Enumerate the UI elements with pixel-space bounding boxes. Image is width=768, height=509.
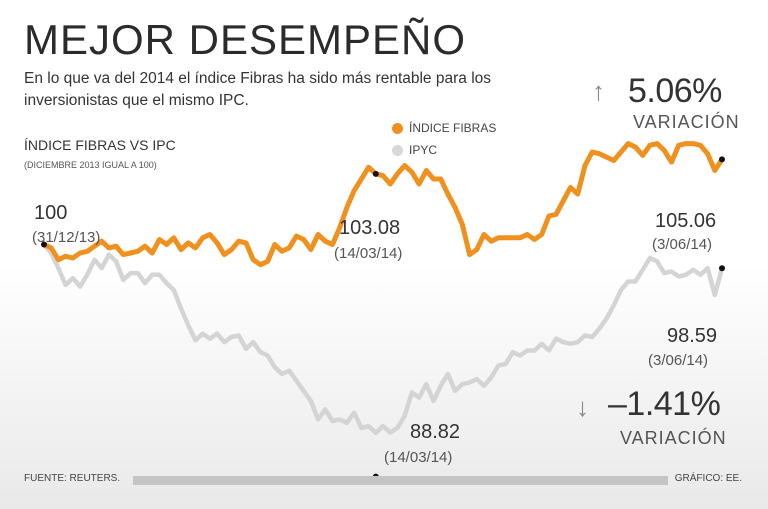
legend-swatch-ipyc: [392, 144, 403, 156]
start-value-label: 100: [34, 202, 68, 224]
chart-title: ÍNDICE FIBRAS VS IPC: [24, 137, 176, 153]
credit-label: GRÁFICO: EE.: [674, 473, 742, 484]
ipc-end-value-label: 98.59: [667, 325, 718, 347]
fibras-end-date-label: (3/06/14): [652, 236, 713, 253]
fibras-end-point-marker: [719, 156, 725, 163]
legend-item-fibras: ÍNDICE FIBRAS: [392, 121, 496, 135]
page-title: MEJOR DESEMPEÑO: [24, 16, 467, 63]
arrow-down-icon: ↓: [576, 392, 589, 422]
ipc-variation-value: –1.41%: [608, 385, 721, 423]
legend-label-ipyc: IPYC: [409, 143, 438, 157]
fibras-series-line: [41, 141, 725, 268]
ipc-end-point-marker: [719, 265, 725, 272]
ipc-variation-label: VARIACIÓN: [620, 428, 727, 448]
source-label: FUENTE: REUTERS.: [24, 473, 121, 484]
fibras-end-value-label: 105.06: [655, 210, 717, 232]
arrow-up-icon: ↑: [592, 76, 605, 106]
ipc-mid-value-label: 88.82: [410, 421, 461, 443]
fibras-mid-date-label: (14/03/14): [334, 245, 403, 262]
start-date-label: (31/12/13): [32, 229, 101, 246]
fibras-mid-value-label: 103.08: [339, 217, 401, 239]
footer-divider: [133, 476, 668, 485]
fibras-variation-value: 5.06%: [628, 72, 722, 110]
legend-swatch-fibras: [392, 122, 403, 134]
ipc-end-date-label: (3/06/14): [648, 352, 709, 369]
subtitle: En lo que va del 2014 el índice Fibras h…: [24, 70, 492, 109]
ipc-mid-date-label: (14/03/14): [384, 449, 453, 466]
chart-note: (DICIEMBRE 2013 IGUAL A 100): [24, 160, 157, 170]
legend-item-ipyc: IPYC: [392, 143, 437, 157]
legend-label-fibras: ÍNDICE FIBRAS: [409, 121, 497, 135]
ipyc-series-line: [41, 242, 725, 436]
fibras-variation-label: VARIACIÓN: [633, 112, 740, 132]
start-point-marker: [41, 241, 47, 248]
fibras-mid-point-marker: [372, 170, 379, 177]
